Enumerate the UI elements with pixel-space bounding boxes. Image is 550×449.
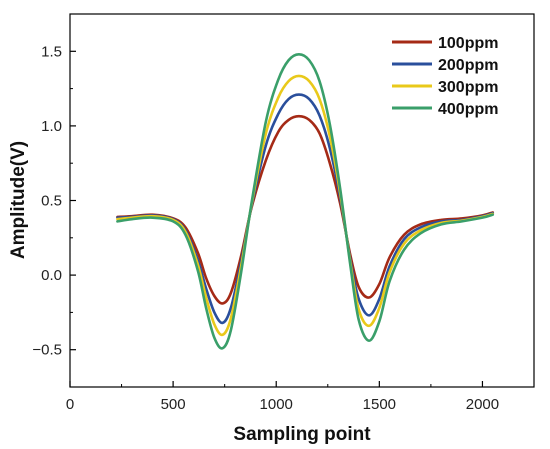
- y-tick-label: 1.0: [41, 118, 62, 135]
- legend-label: 400ppm: [438, 101, 498, 118]
- series-layer: [116, 52, 495, 350]
- y-axis: −0.5 0.0 0.5 1.0 1.5: [32, 43, 76, 359]
- y-tick-label: 1.5: [41, 43, 62, 60]
- x-axis-title: Sampling point: [233, 424, 371, 445]
- series-line-100ppm: [116, 114, 495, 305]
- x-tick-label: 500: [161, 396, 186, 413]
- legend: 100ppm 200ppm 300ppm 400ppm: [392, 35, 498, 118]
- y-tick-label: 0.5: [41, 193, 62, 210]
- legend-label: 200ppm: [438, 57, 498, 74]
- y-axis-title: Amplitude(V): [8, 141, 29, 259]
- x-tick-label: 0: [66, 396, 74, 413]
- x-tick-label: 1000: [260, 396, 293, 413]
- x-tick-label: 1500: [363, 396, 396, 413]
- x-tick-label: 2000: [466, 396, 499, 413]
- legend-label: 100ppm: [438, 35, 498, 52]
- series-line-300ppm: [116, 74, 495, 337]
- x-axis: 0 500 1000 1500 2000: [66, 381, 499, 413]
- y-tick-label: 0.0: [41, 267, 62, 284]
- series-line-400ppm: [116, 52, 495, 350]
- y-tick-label: −0.5: [32, 342, 62, 359]
- series-line-200ppm: [116, 93, 495, 325]
- legend-label: 300ppm: [438, 79, 498, 96]
